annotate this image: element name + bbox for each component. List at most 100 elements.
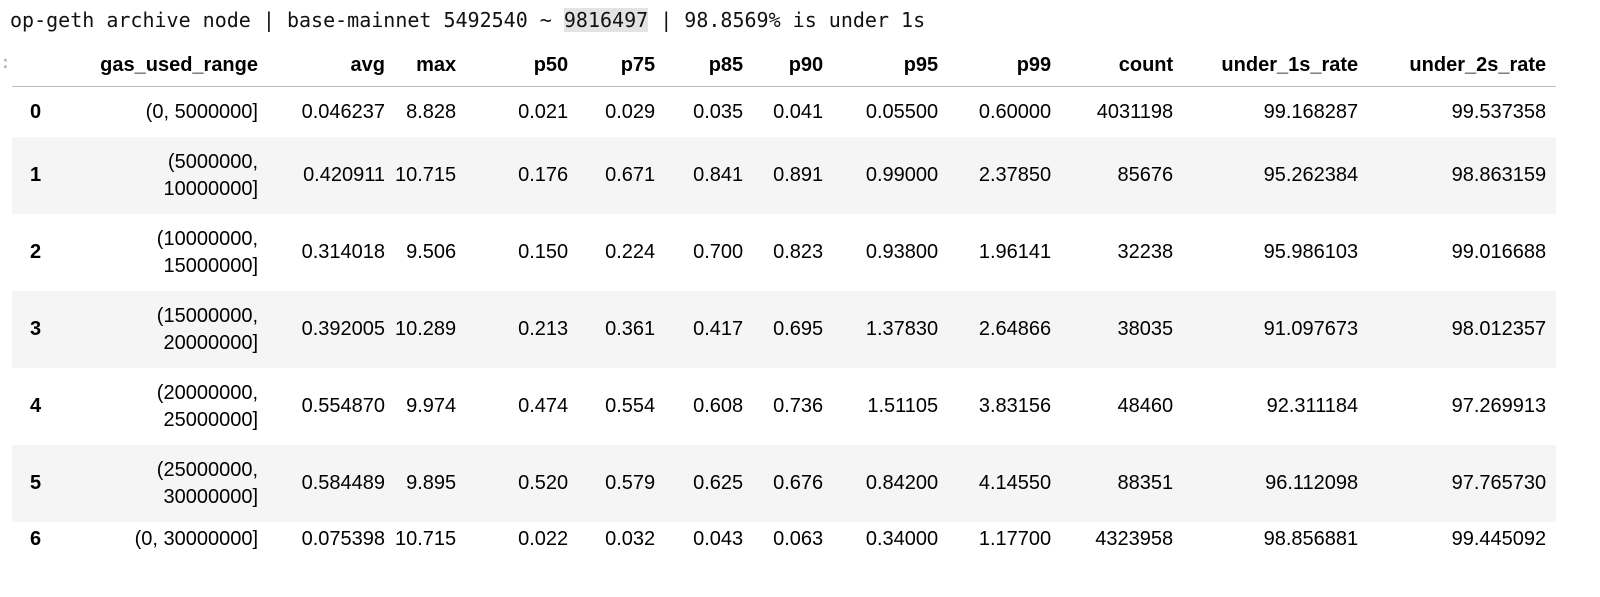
cell-gas_used_range: (0, 30000000] bbox=[60, 522, 268, 556]
cell-avg: 0.075398 bbox=[301, 527, 385, 550]
cell-under_1s_rate: 96.112098 bbox=[1183, 445, 1369, 522]
column-header-p85: p85 bbox=[665, 44, 754, 87]
cell-p95: 0.84200 bbox=[833, 445, 949, 522]
cell-max: 10.289 bbox=[395, 291, 467, 368]
cell-count: 85676 bbox=[1061, 137, 1184, 214]
cell-under_1s_rate: 92.311184 bbox=[1266, 395, 1359, 417]
cell-p95: 0.34000 bbox=[865, 527, 939, 550]
cell-p75: 0.032 bbox=[605, 527, 656, 550]
title-highlighted-block: 9816497 bbox=[563, 8, 649, 32]
cell-p95: 0.99000 bbox=[833, 137, 949, 214]
table-row: 1 (5000000, 10000000] 0.420911 10.715 0.176 0… bbox=[12, 137, 1557, 214]
cell-under_2s_rate: 97.269913 bbox=[1451, 395, 1547, 417]
range-text: (15000000, 20000000] bbox=[156, 304, 258, 354]
column-header-under_2s_rate: under_2s_rate bbox=[1368, 44, 1557, 87]
row-index: 4 bbox=[30, 395, 42, 417]
cell-p99: 2.64866 bbox=[948, 291, 1062, 368]
table-header-row: gas_used_range avg max p50 p75 p85 p90 p95 p99 co… bbox=[12, 44, 1557, 87]
column-header-avg: avg bbox=[268, 44, 395, 87]
cell-under_2s_rate: 98.863159 bbox=[1368, 137, 1557, 214]
output-title: op-geth archive node | base-mainnet 5492… bbox=[10, 6, 925, 34]
cell-p99: 4.14550 bbox=[948, 445, 1062, 522]
cell-max: 9.974 bbox=[406, 395, 457, 417]
cell-count: 88351 bbox=[1061, 445, 1184, 522]
table-row: 3 (15000000, 20000000] 0.392005 10.289 0.213… bbox=[12, 291, 1557, 368]
cell-p85: 0.625 bbox=[665, 445, 754, 522]
cell-p75: 0.224 bbox=[605, 241, 656, 263]
cell-gutter-marker: : bbox=[0, 52, 11, 73]
column-header-gas_used_range: gas_used_range bbox=[60, 44, 268, 87]
row-index: 0 bbox=[30, 100, 42, 123]
cell-p99: 1.17700 bbox=[978, 527, 1052, 550]
cell-gas_used_range: (0, 5000000] bbox=[60, 87, 268, 138]
cell-p90: 0.041 bbox=[773, 100, 824, 123]
cell-under_1s_rate: 95.262384 bbox=[1183, 137, 1369, 214]
title-suffix: | 98.8569% is under 1s bbox=[648, 8, 926, 32]
cell-p95: 1.37830 bbox=[833, 291, 949, 368]
cell-p90: 0.736 bbox=[773, 395, 824, 417]
cell-p99: 2.37850 bbox=[948, 137, 1062, 214]
row-index: 3 bbox=[12, 291, 60, 368]
cell-p85: 0.417 bbox=[665, 291, 754, 368]
table-row: 0 (0, 5000000] 0.046237 8.828 0.021 0.029 0.03… bbox=[12, 87, 1556, 138]
range-text: (10000000, 15000000] bbox=[156, 227, 258, 277]
cell-p90: 0.676 bbox=[753, 445, 834, 522]
cell-max: 8.828 bbox=[406, 100, 457, 123]
cell-gas_used_range: (25000000, 30000000] bbox=[60, 445, 268, 522]
cell-max: 10.715 bbox=[395, 527, 457, 550]
table-row: 5 (25000000, 30000000] 0.584489 9.895 0.520 0… bbox=[12, 445, 1557, 522]
cell-count: 4031198 bbox=[1096, 100, 1174, 123]
cell-p50: 0.021 bbox=[518, 100, 569, 123]
cell-p99: 1.96141 bbox=[978, 241, 1052, 263]
cell-count: 4323958 bbox=[1095, 527, 1174, 550]
cell-count: 32238 bbox=[1117, 241, 1174, 263]
dataframe-table: gas_used_range avg max p50 p75 p85 p90 p95 p99 co… bbox=[12, 44, 1557, 556]
cell-p50: 0.150 bbox=[518, 241, 569, 263]
title-prefix: op-geth archive node | base-mainnet 5492… bbox=[10, 8, 564, 32]
cell-avg: 0.554870 bbox=[301, 395, 385, 417]
cell-p99: 0.60000 bbox=[978, 100, 1052, 123]
column-header-max: max bbox=[395, 44, 467, 87]
column-header-index bbox=[12, 44, 60, 87]
cell-max: 10.715 bbox=[395, 137, 467, 214]
cell-under_2s_rate: 99.537358 bbox=[1451, 100, 1547, 123]
cell-under_1s_rate: 98.856881 bbox=[1263, 527, 1359, 550]
cell-under_1s_rate: 99.168287 bbox=[1263, 100, 1359, 123]
cell-avg: 0.584489 bbox=[268, 445, 395, 522]
cell-p85: 0.700 bbox=[693, 241, 744, 263]
cell-p85: 0.035 bbox=[693, 100, 744, 123]
cell-p50: 0.176 bbox=[466, 137, 579, 214]
cell-p50: 0.213 bbox=[466, 291, 579, 368]
column-header-count: count bbox=[1061, 44, 1184, 87]
cell-p99: 3.83156 bbox=[978, 395, 1052, 417]
cell-gas_used_range: (5000000, 10000000] bbox=[60, 137, 268, 214]
cell-avg: 0.314018 bbox=[301, 241, 385, 263]
cell-p50: 0.474 bbox=[518, 395, 569, 417]
table-row: 2 (10000000, 15000000] 0.314018 9.506 0.150 0… bbox=[12, 214, 1556, 291]
cell-p90: 0.695 bbox=[753, 291, 834, 368]
cell-max: 9.506 bbox=[406, 241, 457, 263]
cell-under_1s_rate: 95.986103 bbox=[1263, 241, 1359, 263]
cell-gas_used_range: (20000000, 25000000] bbox=[60, 368, 268, 445]
table-row: 4 (20000000, 25000000] 0.554870 9.974 0.474 0… bbox=[12, 368, 1556, 445]
cell-p75: 0.579 bbox=[578, 445, 666, 522]
cell-p85: 0.841 bbox=[665, 137, 754, 214]
table-row: 6 (0, 30000000] 0.075398 10.715 0.022 0.032 0.… bbox=[12, 522, 1556, 556]
cell-count: 38035 bbox=[1061, 291, 1184, 368]
cell-p90: 0.891 bbox=[753, 137, 834, 214]
cell-p95: 0.93800 bbox=[865, 241, 939, 263]
cell-avg: 0.046237 bbox=[301, 100, 385, 123]
cell-p90: 0.823 bbox=[773, 241, 824, 263]
cell-under_1s_rate: 91.097673 bbox=[1183, 291, 1369, 368]
row-index: 2 bbox=[30, 241, 42, 263]
row-index: 1 bbox=[12, 137, 60, 214]
range-text: (0, 5000000] bbox=[145, 100, 258, 123]
range-text: (25000000, 30000000] bbox=[156, 458, 258, 508]
cell-gas_used_range: (10000000, 15000000] bbox=[60, 214, 268, 291]
cell-p75: 0.029 bbox=[605, 100, 656, 123]
range-text: (0, 30000000] bbox=[134, 527, 258, 550]
row-index: 6 bbox=[30, 527, 42, 550]
cell-avg: 0.392005 bbox=[268, 291, 395, 368]
cell-under_2s_rate: 99.016688 bbox=[1451, 241, 1547, 263]
column-header-p90: p90 bbox=[753, 44, 834, 87]
